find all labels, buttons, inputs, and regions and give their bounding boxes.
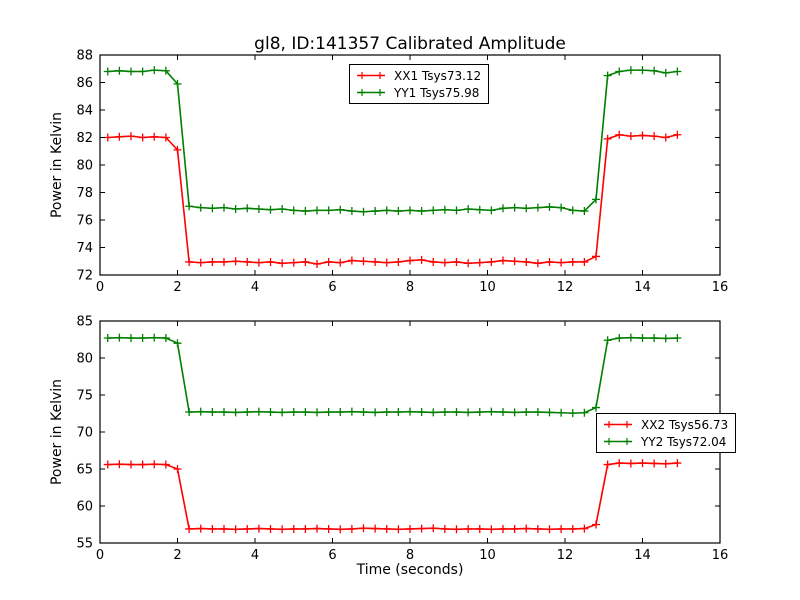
y-tick-label: 65	[76, 463, 93, 478]
x-tick-label: 12	[557, 280, 574, 295]
x-tick-label: 2	[173, 548, 181, 563]
x-tick-label: 6	[328, 280, 336, 295]
y-tick-label: 85	[76, 315, 93, 330]
legend-top-plot: XX1 Tsys73.12 YY1 Tsys75.98	[349, 64, 490, 104]
series-markers-XX1	[103, 130, 682, 268]
y-tick-label: 80	[76, 159, 93, 174]
series-markers-YY1	[103, 66, 682, 216]
figure-title: gl8, ID:141357 Calibrated Amplitude	[254, 34, 566, 54]
series-markers-XX2	[103, 459, 682, 534]
y-tick-label: 80	[76, 352, 93, 367]
y-tick-label: 82	[76, 131, 93, 146]
legend-label-yy1: YY1 Tsys75.98	[394, 85, 480, 100]
legend-line-sample-yy2	[604, 438, 632, 445]
x-tick-label: 16	[712, 280, 729, 295]
y-tick-label: 76	[76, 214, 93, 229]
x-tick-label: 4	[251, 548, 259, 563]
series-markers-YY2	[103, 333, 682, 418]
y-tick-label: 72	[76, 269, 93, 284]
x-tick-label: 6	[328, 548, 336, 563]
legend-label-yy2: YY2 Tsys72.04	[641, 434, 727, 449]
y-tick-label: 84	[76, 104, 93, 119]
legend-entry-yy1: YY1 Tsys75.98	[355, 84, 481, 101]
y-tick-label: 55	[76, 537, 93, 552]
x-tick-label: 0	[96, 280, 104, 295]
series-line-YY2	[107, 336, 678, 414]
y-tick-label: 70	[76, 426, 93, 441]
legend-line-sample-xx2	[604, 421, 632, 428]
legend-entry-xx2: XX2 Tsys56.73	[602, 416, 728, 433]
y-axis-label-bottom-plot: Power in Kelvin	[49, 378, 65, 486]
x-tick-label: 12	[557, 548, 574, 563]
legend-label-xx1: XX1 Tsys73.12	[394, 68, 482, 83]
y-tick-label: 78	[76, 186, 93, 201]
y-tick-label: 60	[76, 500, 93, 515]
x-tick-label: 14	[634, 280, 651, 295]
legend-bottom-plot: XX2 Tsys56.73 YY2 Tsys72.04	[596, 413, 737, 453]
x-tick-label: 2	[173, 280, 181, 295]
y-tick-label: 86	[76, 76, 93, 91]
x-tick-label: 16	[712, 548, 729, 563]
x-tick-label: 14	[634, 548, 651, 563]
series-line-XX2	[107, 462, 678, 531]
legend-line-sample-xx1	[357, 72, 385, 79]
series-line-XX1	[107, 133, 678, 265]
x-tick-label: 8	[406, 548, 414, 563]
x-tick-label: 8	[406, 280, 414, 295]
legend-entry-xx1: XX1 Tsys73.12	[355, 67, 481, 84]
x-axis-label: Time (seconds)	[356, 562, 464, 578]
legend-label-xx2: XX2 Tsys56.73	[641, 417, 729, 432]
legend-entry-yy2: YY2 Tsys72.04	[602, 433, 728, 450]
subplot-0: 0 2 4 6 8 10 12 14 16 72 74 76 78 80 82 84 86 88	[76, 49, 728, 296]
y-axis-label-top-plot: Power in Kelvin	[49, 111, 65, 219]
x-tick-label: 0	[96, 548, 104, 563]
y-tick-label: 74	[76, 241, 93, 256]
legend-line-sample-yy1	[357, 89, 385, 96]
x-tick-label: 10	[479, 280, 496, 295]
x-tick-label: 10	[479, 548, 496, 563]
y-tick-label: 75	[76, 389, 93, 404]
y-tick-label: 88	[76, 49, 93, 64]
x-tick-label: 4	[251, 280, 259, 295]
